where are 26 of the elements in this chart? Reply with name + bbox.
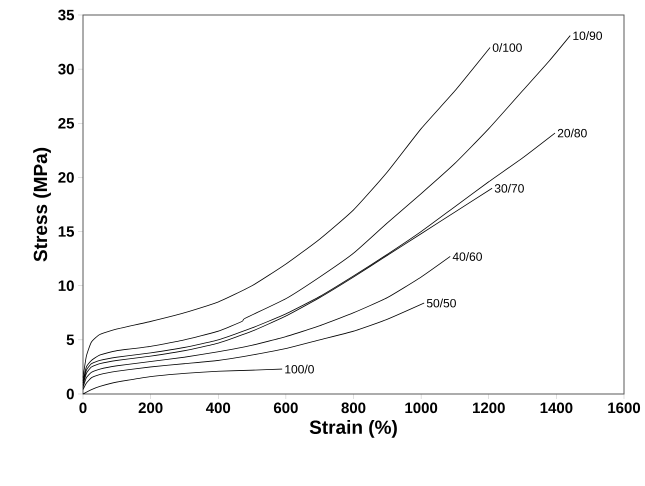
series-label: 0/100: [492, 43, 522, 52]
y-tick-label: 35: [58, 10, 74, 20]
x-tick-label: 800: [341, 402, 366, 414]
series-label: 100/0: [285, 364, 314, 374]
x-tick-label: 1000: [405, 402, 438, 414]
series-label: 10/90: [573, 31, 602, 40]
series-label: 20/80: [558, 128, 587, 138]
y-tick-label: 5: [66, 334, 74, 346]
x-tick-label: 400: [206, 402, 230, 414]
x-tick-label: 1600: [608, 402, 640, 414]
y-tick-label: 10: [58, 280, 74, 292]
y-tick-label: 15: [58, 226, 74, 237]
series-label: 50/50: [426, 298, 456, 308]
y-tick-label: 25: [58, 118, 74, 129]
series-label: 30/70: [494, 184, 524, 193]
y-tick-label: 0: [66, 388, 74, 400]
y-tick-label: 20: [58, 172, 74, 183]
series-label: 40/60: [452, 252, 482, 261]
x-tick-label: 0: [79, 402, 87, 414]
x-axis-title: Strain (%): [310, 420, 397, 438]
x-tick-label: 200: [138, 402, 163, 414]
y-tick-label: 30: [58, 64, 74, 74]
x-tick-label: 600: [274, 402, 298, 414]
y-axis-title: Stress (MPa): [33, 148, 51, 262]
x-tick-label: 1400: [540, 402, 572, 414]
x-tick-label: 1200: [473, 402, 505, 414]
